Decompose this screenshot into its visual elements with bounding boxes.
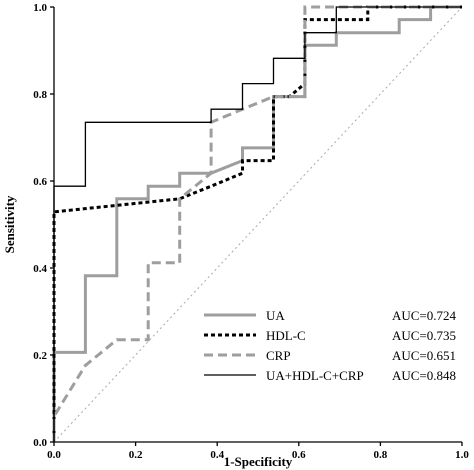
legend-label-0: UA <box>266 308 285 323</box>
reference-diagonal <box>53 6 463 443</box>
legend-label-3: UA+HDL-C+CRP <box>266 368 364 383</box>
x-tick-label: 0.4 <box>210 449 224 461</box>
legend: UA AUC=0.724 HDL-C AUC=0.735 CRP AUC=0.651 UA+… <box>204 308 456 383</box>
y-tick-label: 0.8 <box>33 89 47 101</box>
series-line-1 <box>52 5 462 442</box>
legend-auc-0: AUC=0.724 <box>392 308 457 323</box>
legend-auc-3: AUC=0.848 <box>392 368 456 383</box>
series-line-2 <box>52 5 462 442</box>
legend-label-2: CRP <box>266 348 291 363</box>
y-tick-label: 1.0 <box>33 2 47 14</box>
legend-auc-2: AUC=0.651 <box>392 348 456 363</box>
series-line-3 <box>53 6 462 442</box>
y-tick-label: 0.6 <box>33 176 47 188</box>
legend-auc-1: AUC=0.735 <box>392 328 456 343</box>
y-axis-title: Sensitivity <box>2 195 17 253</box>
series-line-0 <box>52 5 462 442</box>
legend-label-1: HDL-C <box>266 328 306 343</box>
y-tick-label: 0.0 <box>33 437 47 449</box>
plot-area <box>52 5 463 443</box>
x-tick-label: 0.2 <box>129 449 143 461</box>
x-tick-label: 0.6 <box>292 449 306 461</box>
y-tick-label: 0.4 <box>33 263 47 275</box>
x-tick-label: 0.0 <box>47 449 61 461</box>
x-tick-label: 1.0 <box>455 449 469 461</box>
y-tick-label: 0.2 <box>33 350 47 362</box>
x-axis-title: 1-Specificity <box>224 454 293 469</box>
x-tick-label: 0.8 <box>374 449 388 461</box>
axes: 0.0 0.2 0.4 0.6 0.8 1.0 0.0 0.2 0.4 0.6 0.8 1.0 1-Sp… <box>2 2 469 469</box>
